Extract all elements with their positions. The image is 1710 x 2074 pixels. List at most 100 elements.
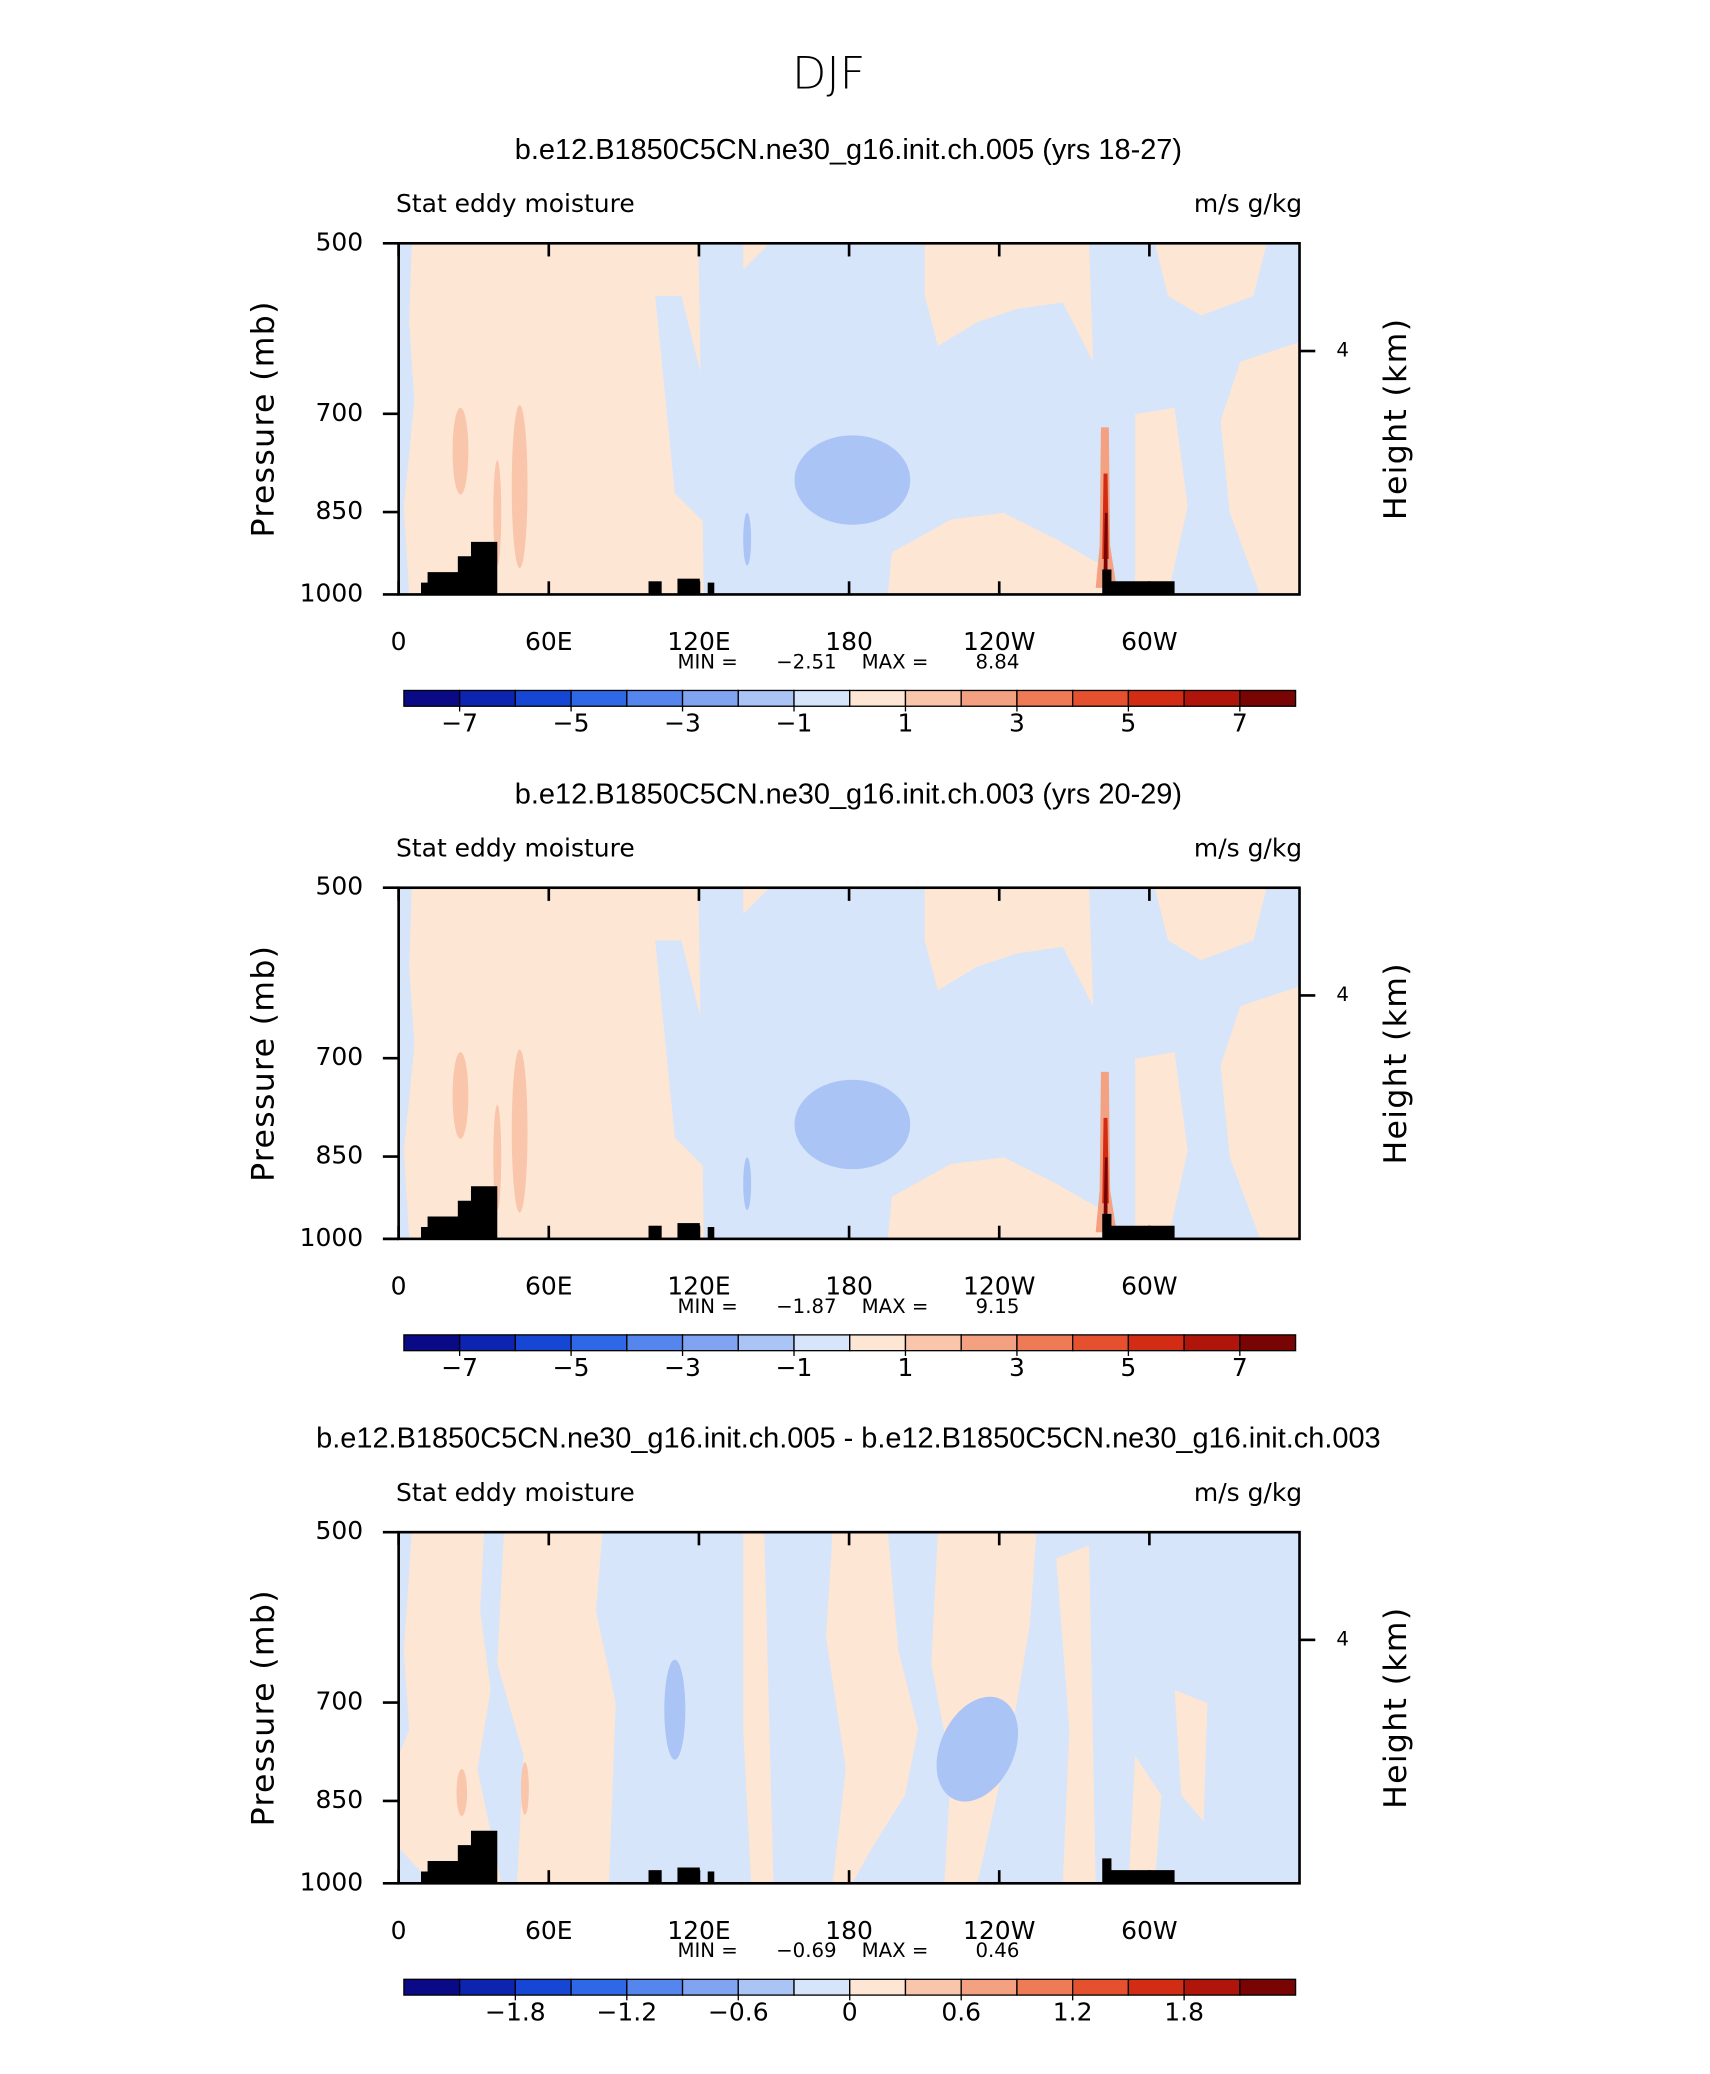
x-tick-label: 60W bbox=[1121, 1916, 1177, 1945]
y2-axis-label: Height (km) bbox=[1378, 318, 1414, 520]
colorbar-box bbox=[1072, 689, 1130, 707]
y-tick-label: 700 bbox=[315, 1687, 363, 1716]
x-tick-label: 60W bbox=[1121, 627, 1177, 656]
colorbar-box bbox=[1239, 1978, 1297, 1996]
x-tick-label: 0 bbox=[391, 1272, 407, 1301]
min-label: MIN = bbox=[677, 1939, 737, 1962]
colorbar-box bbox=[681, 689, 739, 707]
colorbar-tick-label: −1.8 bbox=[485, 1998, 546, 2027]
y2-axis-label: Height (km) bbox=[1378, 1607, 1414, 1809]
x-tick-label: 60E bbox=[525, 1916, 573, 1945]
y2-tick-label: 4 bbox=[1336, 339, 1349, 362]
max-value: 9.15 bbox=[975, 1295, 1019, 1318]
colorbar-box bbox=[403, 1334, 461, 1352]
right-string: m/s g/kg bbox=[1194, 834, 1302, 863]
x-tick-label: 60E bbox=[525, 627, 573, 656]
colorbar-tick-label: −7 bbox=[441, 709, 478, 738]
colorbar-tick-label: 1 bbox=[898, 1353, 914, 1382]
right-string: m/s g/kg bbox=[1194, 189, 1302, 218]
contour-field bbox=[398, 1532, 1300, 1884]
x-tick-label: 120W bbox=[963, 1272, 1035, 1301]
colorbar-tick-label: −5 bbox=[553, 1353, 590, 1382]
colorbar-box bbox=[793, 1334, 851, 1352]
y2-tick-label: 4 bbox=[1336, 1627, 1349, 1650]
y-tick-label: 700 bbox=[315, 398, 363, 427]
colorbar-box bbox=[1239, 689, 1297, 707]
colorbar-box bbox=[793, 689, 851, 707]
min-value: −0.69 bbox=[776, 1939, 836, 1962]
colorbar-tick-label: 5 bbox=[1120, 1353, 1136, 1382]
colorbar-box bbox=[1127, 1334, 1185, 1352]
colorbar-box bbox=[458, 1334, 517, 1352]
colorbar-tick-label: 1.2 bbox=[1053, 1998, 1093, 2027]
colorbar-box bbox=[1072, 1978, 1130, 1996]
colorbar-box bbox=[458, 1978, 517, 1996]
y-axis-label: Pressure (mb) bbox=[245, 300, 281, 537]
colorbar-box bbox=[849, 1978, 907, 1996]
panel-title: b.e12.B1850C5CN.ne30_g16.init.ch.003 (yr… bbox=[515, 778, 1182, 810]
colorbar-box bbox=[681, 1334, 739, 1352]
colorbar-tick-label: −1 bbox=[776, 709, 813, 738]
colorbar-box bbox=[514, 1334, 572, 1352]
contour-field bbox=[398, 887, 1300, 1239]
colorbar-box bbox=[570, 689, 628, 707]
figure-title: DJF bbox=[792, 46, 865, 99]
colorbar-box bbox=[1127, 689, 1185, 707]
colorbar-box bbox=[737, 1978, 795, 1996]
colorbar-box bbox=[514, 1978, 572, 1996]
colorbar-tick-label: 3 bbox=[1009, 1353, 1025, 1382]
colorbar-tick-label: −0.6 bbox=[708, 1998, 769, 2027]
colorbar-box bbox=[904, 689, 962, 707]
max-value: 8.84 bbox=[975, 650, 1019, 673]
y-tick-label: 500 bbox=[315, 1516, 363, 1545]
colorbar-box bbox=[1183, 1334, 1241, 1352]
colorbar-tick-label: −5 bbox=[553, 709, 590, 738]
y-tick-label: 850 bbox=[315, 496, 363, 525]
y-tick-label: 850 bbox=[315, 1141, 363, 1170]
colorbar-tick-label: 1 bbox=[898, 709, 914, 738]
x-tick-label: 60E bbox=[525, 1272, 573, 1301]
x-tick-label: 180 bbox=[825, 1272, 873, 1301]
colorbar-box bbox=[737, 689, 795, 707]
colorbar-box bbox=[849, 689, 907, 707]
colorbar-box bbox=[458, 689, 517, 707]
colorbar-tick-label: −1.2 bbox=[597, 1998, 658, 2027]
max-value: 0.46 bbox=[975, 1939, 1019, 1962]
left-string: Stat eddy moisture bbox=[396, 189, 635, 218]
colorbar-tick-label: 1.8 bbox=[1164, 1998, 1204, 2027]
y-tick-label: 850 bbox=[315, 1785, 363, 1814]
colorbar-box bbox=[681, 1978, 739, 1996]
colorbar-tick-label: −3 bbox=[664, 1353, 701, 1382]
max-label: MAX = bbox=[862, 1295, 929, 1318]
contour-field bbox=[398, 243, 1300, 595]
colorbar-box bbox=[960, 1978, 1018, 1996]
y-axis-label: Pressure (mb) bbox=[245, 1589, 281, 1826]
colorbar-box bbox=[1183, 689, 1241, 707]
min-value: −2.51 bbox=[776, 650, 836, 673]
min-value: −1.87 bbox=[776, 1295, 836, 1318]
y-tick-label: 1000 bbox=[300, 1223, 364, 1252]
colorbar-box bbox=[1016, 1334, 1074, 1352]
x-tick-label: 180 bbox=[825, 627, 873, 656]
colorbar-box bbox=[1072, 1334, 1130, 1352]
colorbar-box bbox=[626, 1978, 684, 1996]
colorbar-box bbox=[403, 689, 461, 707]
colorbar-box bbox=[1239, 1334, 1297, 1352]
colorbar-tick-label: 3 bbox=[1009, 709, 1025, 738]
colorbar-tick-label: 0.6 bbox=[941, 1998, 981, 2027]
x-tick-label: 120E bbox=[667, 1272, 730, 1301]
right-string: m/s g/kg bbox=[1194, 1478, 1302, 1507]
colorbar-box bbox=[403, 1978, 461, 1996]
left-string: Stat eddy moisture bbox=[396, 834, 635, 863]
panel-title: b.e12.B1850C5CN.ne30_g16.init.ch.005 - b… bbox=[316, 1423, 1380, 1455]
colorbar-box bbox=[1016, 1978, 1074, 1996]
min-label: MIN = bbox=[677, 1295, 737, 1318]
colorbar-box bbox=[793, 1978, 851, 1996]
x-tick-label: 120W bbox=[963, 1916, 1035, 1945]
x-tick-label: 180 bbox=[825, 1916, 873, 1945]
colorbar-tick-label: 0 bbox=[842, 1998, 858, 2027]
y-axis-label: Pressure (mb) bbox=[245, 945, 281, 1182]
left-string: Stat eddy moisture bbox=[396, 1478, 635, 1507]
max-label: MAX = bbox=[862, 1939, 929, 1962]
